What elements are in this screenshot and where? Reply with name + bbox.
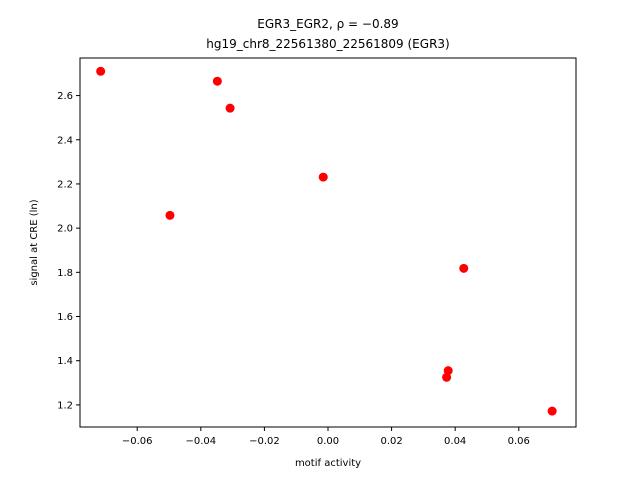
x-tick-label: 0.00 xyxy=(317,436,339,447)
x-tick-label: 0.06 xyxy=(508,436,530,447)
y-tick-label: 1.8 xyxy=(57,268,73,279)
y-axis-ticks: 1.2 1.4 1.6 1.8 2.0 2.2 2.4 2.6 xyxy=(57,91,80,411)
x-axis-label: motif activity xyxy=(295,458,361,469)
x-tick-label: 0.04 xyxy=(444,436,466,447)
y-axis-label: signal at CRE (ln) xyxy=(29,199,40,285)
x-tick-label: −0.04 xyxy=(185,436,216,447)
y-tick-label: 1.2 xyxy=(57,400,73,411)
chart-title-line1: EGR3_EGR2, ρ = −0.89 xyxy=(257,17,398,31)
data-point-3 xyxy=(165,210,175,220)
data-point-5 xyxy=(459,263,469,273)
data-point-8 xyxy=(547,406,557,416)
data-points xyxy=(96,66,557,416)
data-point-2 xyxy=(225,103,235,113)
y-tick-label: 2.0 xyxy=(57,224,73,235)
x-tick-label: −0.06 xyxy=(122,436,153,447)
y-tick-label: 2.6 xyxy=(57,91,73,102)
y-tick-label: 1.4 xyxy=(57,356,73,367)
y-tick-label: 2.4 xyxy=(57,135,73,146)
y-tick-label: 1.6 xyxy=(57,312,73,323)
data-point-1 xyxy=(212,76,222,86)
x-tick-label: −0.02 xyxy=(249,436,280,447)
data-point-4 xyxy=(318,172,328,182)
x-tick-label: 0.02 xyxy=(380,436,402,447)
chart-title-line2: hg19_chr8_22561380_22561809 (EGR3) xyxy=(206,37,449,51)
data-point-7 xyxy=(442,372,452,382)
y-tick-label: 2.2 xyxy=(57,179,73,190)
data-point-0 xyxy=(96,66,106,76)
x-axis-ticks: −0.06 −0.04 −0.02 0.00 0.02 0.04 0.06 xyxy=(122,427,530,447)
